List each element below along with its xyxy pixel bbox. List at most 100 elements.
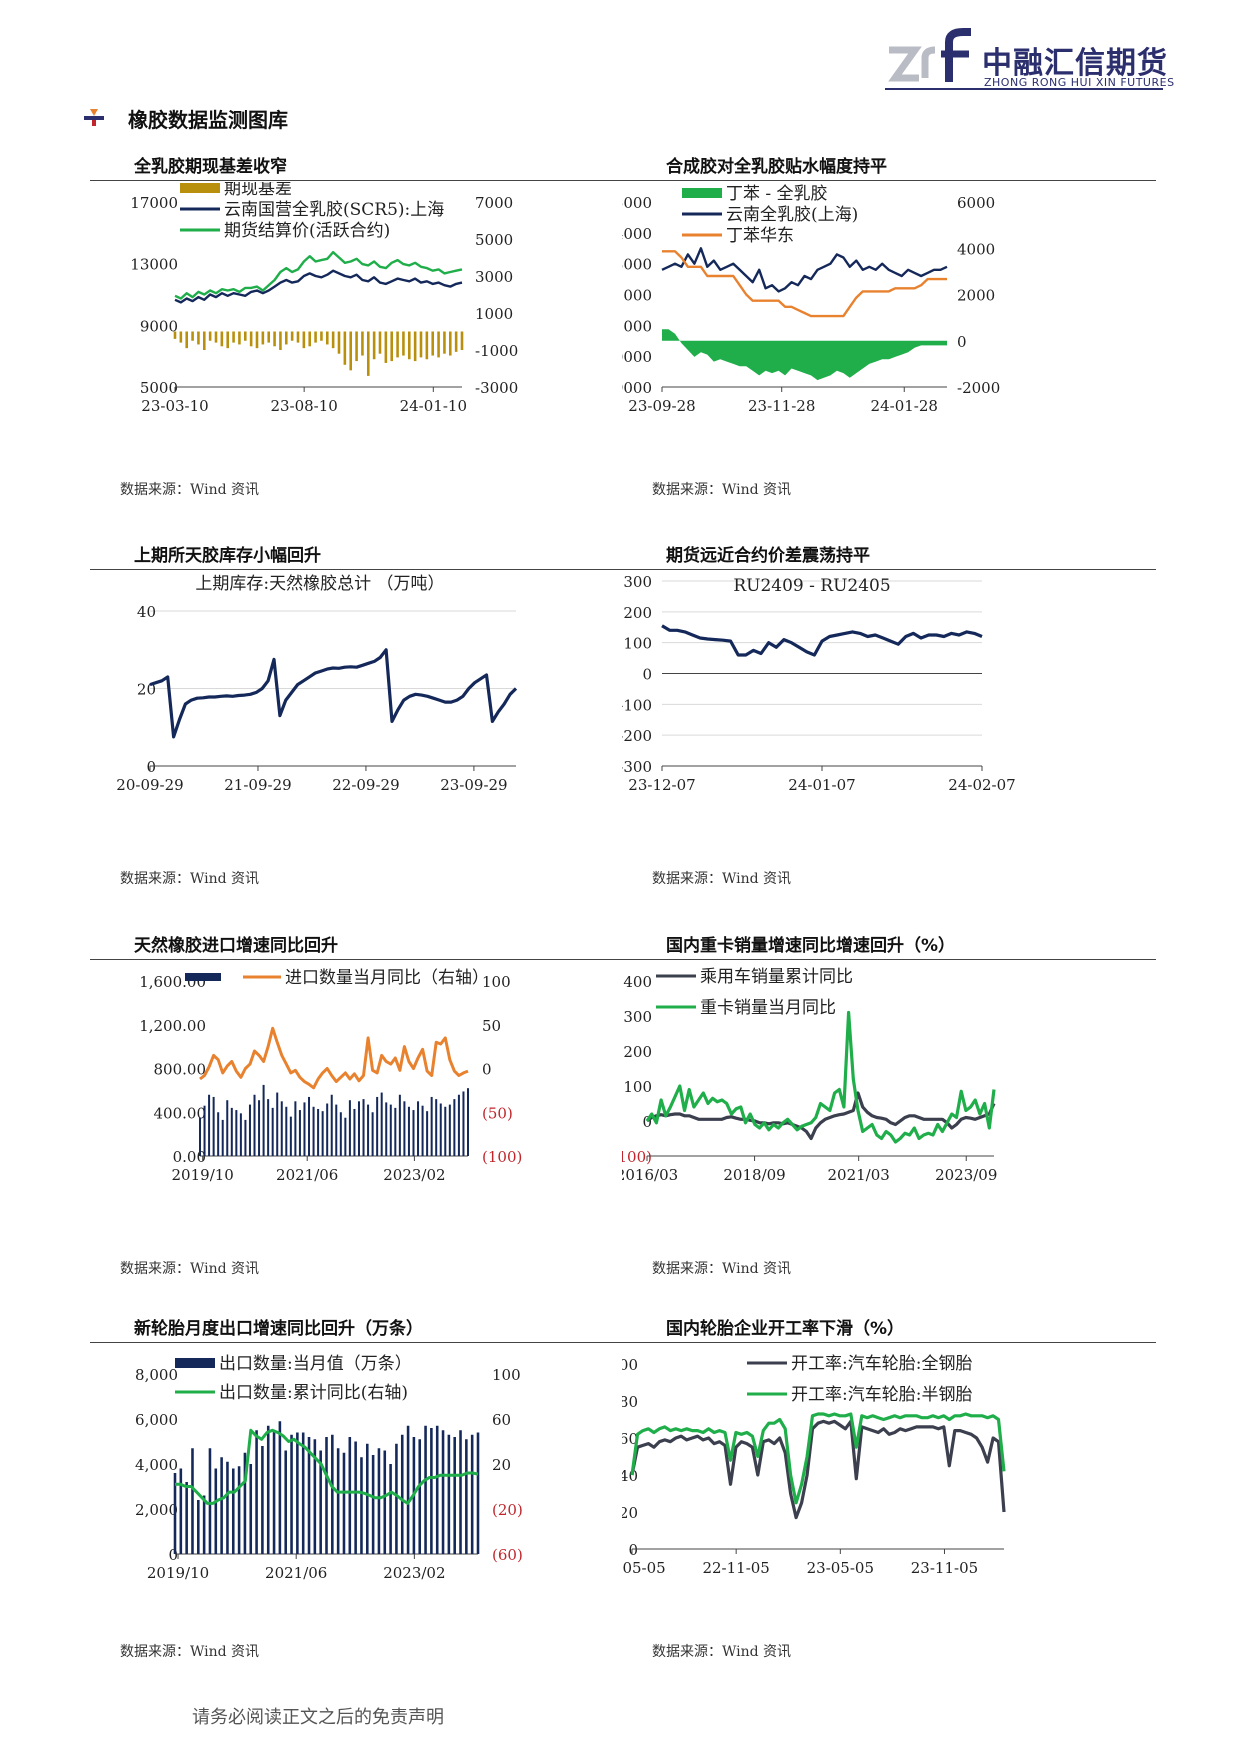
x-tick-label: 23-11-28: [748, 397, 815, 415]
y-tick-label: 0: [628, 1541, 638, 1559]
bar: [221, 1119, 224, 1156]
bar: [214, 331, 218, 343]
bar: [226, 1461, 229, 1554]
bar: [444, 1106, 447, 1156]
bar: [413, 331, 417, 362]
bar: [384, 331, 388, 363]
bar: [255, 1430, 258, 1554]
y-tick-label: -200: [622, 727, 652, 745]
y-tick-label: 300: [623, 573, 652, 591]
legend-label: RU2409 - RU2405: [733, 576, 890, 596]
x-tick-label: 24-01-07: [788, 776, 855, 794]
y-tick-label: 1,200.00: [139, 1017, 206, 1035]
y-tick-label: 40: [622, 1467, 638, 1485]
bar: [179, 331, 183, 343]
chart-panel-2: 合成胶对全乳胶贴水幅度持平 15000140001300012000110001…: [622, 146, 1156, 506]
bar: [290, 1434, 293, 1554]
synthetic-rubber-chart: 15000 14000 13000 12000 11000 10000 9000 6000 40…: [622, 184, 1000, 415]
bar: [354, 1441, 357, 1554]
bar: [231, 1468, 235, 1554]
bar: [437, 331, 440, 358]
bar: [400, 1434, 404, 1554]
bar: [342, 1452, 346, 1554]
bar: [343, 331, 347, 365]
bar: [396, 331, 399, 358]
bar: [407, 1106, 410, 1156]
data-source: 数据来源：Wind 资讯: [120, 482, 260, 498]
bar: [470, 1434, 474, 1554]
bar: [421, 1105, 424, 1156]
bar: [298, 1110, 301, 1156]
x-tick-label: 22-11-05: [702, 1559, 769, 1577]
legend-swatch: [180, 183, 220, 193]
bar: [418, 1439, 422, 1554]
bar: [326, 1103, 329, 1156]
y-tick-label: 2,000: [135, 1501, 178, 1519]
bar: [279, 331, 282, 350]
y-tick-label: -300: [622, 758, 652, 776]
y2-tick-label: 3000: [475, 268, 513, 286]
legend-label: 云南国营全乳胶(SCR5):上海: [224, 200, 444, 220]
bar: [367, 1104, 370, 1156]
bar: [435, 1099, 438, 1156]
bar: [371, 1112, 374, 1156]
bar: [426, 1111, 429, 1156]
bar: [185, 1482, 188, 1554]
y-tick-label: 0: [168, 1546, 178, 1564]
y-tick-label: 400: [623, 973, 652, 991]
bar: [243, 331, 247, 341]
y-tick-label: 9000: [140, 317, 178, 335]
series-line: [174, 269, 463, 304]
bar: [290, 331, 294, 341]
x-tick-label: 2021/06: [276, 1166, 338, 1184]
legend-label: 丁苯华东: [726, 226, 794, 246]
bar: [198, 1117, 202, 1156]
chart-panel-6: 国内重卡销量增速同比增速回升（%） 400 300 200 100 0 (100)2016…: [622, 925, 1156, 1285]
chart-panel-3: 上期所天胶库存小幅回升 40 20 0 20-09-29 21-09-29 22-09-2…: [90, 535, 624, 895]
bar: [406, 1425, 410, 1554]
bar: [230, 1107, 233, 1156]
bar: [331, 1434, 334, 1554]
series-line: [174, 251, 463, 300]
legend-label: 重卡销量当月同比: [700, 998, 836, 1018]
chart-title: 合成胶对全乳胶贴水幅度持平: [666, 157, 887, 177]
bar: [348, 1100, 351, 1156]
header-rule: [885, 88, 1163, 90]
bar: [441, 1430, 445, 1554]
bar: [226, 331, 230, 349]
bar: [362, 1099, 365, 1156]
bar: [389, 1104, 392, 1156]
title-rule: [622, 180, 1156, 181]
bar: [377, 1448, 381, 1554]
section-bullet-icon: [84, 109, 104, 126]
chart-panel-7: 新轮胎月度出口增速同比回升（万条） 8,000 6,000 4,000 2,000 0 1…: [90, 1308, 624, 1668]
y-tick-label: 60: [622, 1430, 638, 1448]
bar: [390, 331, 394, 362]
y2-tick-label: 100: [492, 1366, 521, 1384]
x-tick-label: 2021/06: [265, 1564, 327, 1582]
series-line: [645, 1010, 996, 1144]
legend-label: 进口数量当月同比（右轴）: [285, 968, 489, 988]
bar: [453, 1099, 456, 1156]
bar: [237, 1466, 241, 1554]
y2-tick-label: 1000: [475, 305, 513, 323]
legend-label: 丁苯 - 全乳胶: [726, 184, 828, 204]
bar: [258, 1100, 261, 1156]
bar: [302, 331, 306, 349]
x-tick-label: 21-09-29: [224, 776, 291, 794]
bar: [212, 1096, 215, 1156]
bar: [243, 1452, 247, 1554]
y-tick-label: 6,000: [135, 1411, 178, 1429]
y2-tick-label: (50): [482, 1104, 513, 1122]
series-area: [662, 329, 947, 381]
bar: [325, 331, 329, 345]
bar: [191, 1448, 194, 1554]
x-tick-label: 23-11-05: [911, 1559, 978, 1577]
bar: [460, 331, 464, 350]
bar: [191, 331, 194, 341]
bar: [448, 331, 452, 356]
bar: [360, 1457, 363, 1554]
y-tick-label: 5000: [140, 379, 178, 397]
bar: [376, 1096, 379, 1156]
bar: [208, 1094, 211, 1156]
